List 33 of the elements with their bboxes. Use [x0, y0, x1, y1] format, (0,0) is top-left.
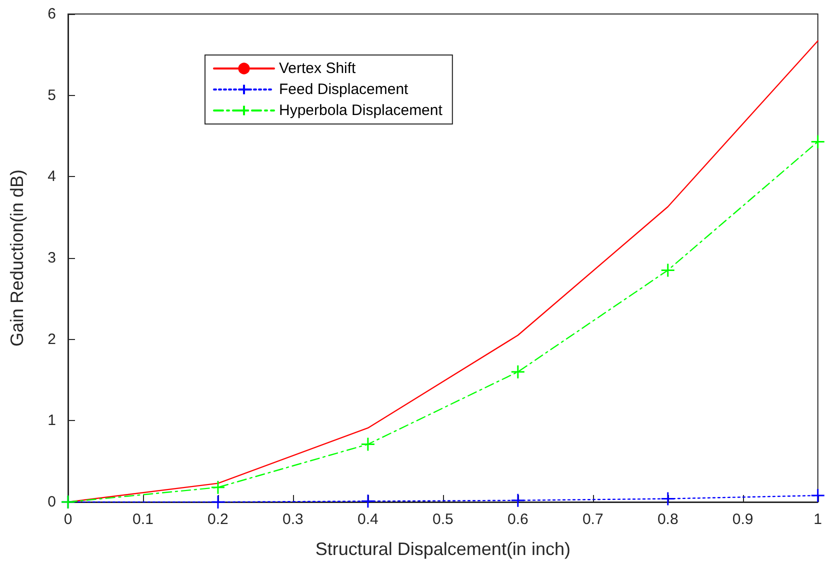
x-tick-label: 0.6 — [507, 511, 528, 528]
y-tick-label: 2 — [48, 330, 56, 348]
x-tick-label: 0.5 — [432, 511, 454, 528]
x-tick-label: 0.1 — [132, 511, 154, 528]
y-axis-title: Gain Reduction(in dB) — [7, 169, 27, 347]
point — [210, 494, 226, 510]
y-tick-label: 5 — [48, 86, 56, 104]
point — [660, 491, 676, 506]
point — [660, 262, 676, 278]
point — [810, 134, 825, 149]
x-axis-title: Structural Dispalcement(in inch) — [315, 539, 570, 559]
x-tick-label: 0.9 — [732, 511, 754, 528]
x-tick-label: 0.3 — [282, 511, 304, 528]
legend-label: Feed Displacement — [279, 81, 410, 98]
point — [810, 488, 825, 503]
x-tick-label: 0.4 — [358, 511, 378, 528]
y-tick-label: 0 — [48, 494, 56, 510]
point — [510, 493, 526, 508]
x-tick-label: 1 — [814, 511, 822, 528]
legend-label: Vertex Shift — [279, 60, 357, 77]
x-tick-label: 0.7 — [582, 511, 604, 528]
y-tick-label: 1 — [48, 412, 56, 430]
legend-label: Hyperbola Displacement — [279, 102, 444, 119]
point — [510, 364, 526, 380]
point — [360, 494, 376, 508]
y-tick-label: 4 — [48, 168, 56, 186]
point — [360, 437, 376, 452]
x-tick-label: 0.2 — [208, 511, 228, 528]
x-tick-label: 0.8 — [657, 511, 678, 528]
y-tick-label: 6 — [48, 6, 56, 22]
x-tick-label: 0 — [64, 511, 72, 528]
point — [210, 480, 226, 495]
y-tick-label: 3 — [48, 250, 56, 266]
